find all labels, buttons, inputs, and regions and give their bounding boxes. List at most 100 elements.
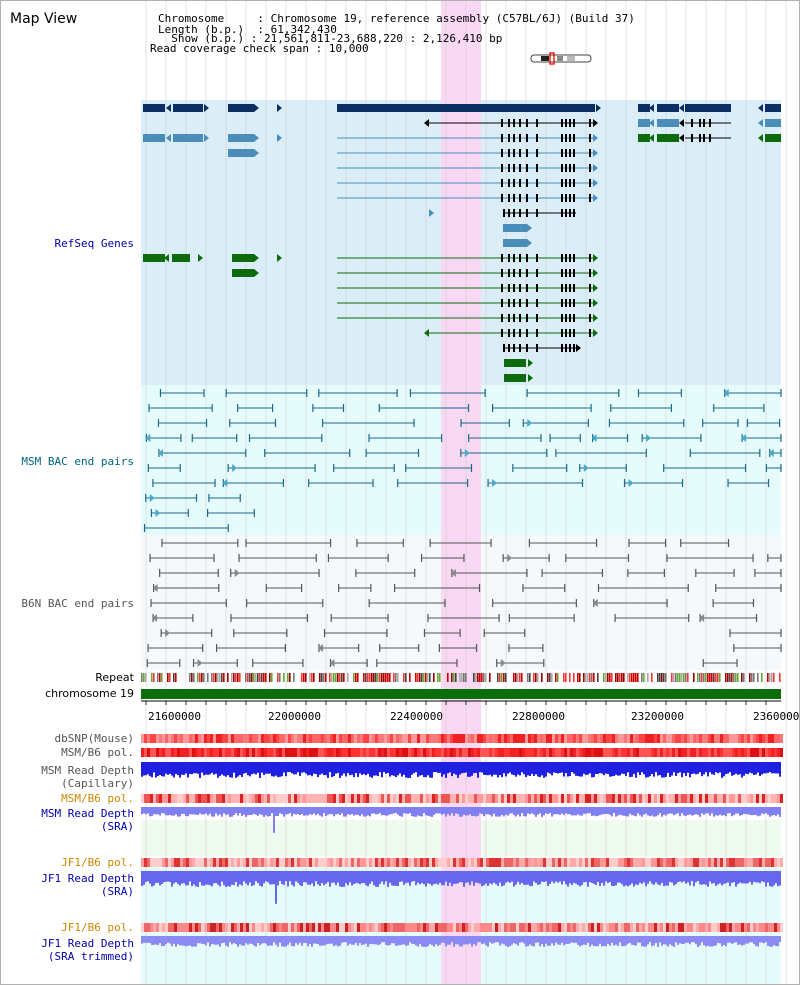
track-label-msm-bac[interactable]: MSM BAC end pairs [21, 455, 134, 468]
jf1-pol2-heat-cell [585, 923, 588, 932]
jf1-sra-depth-bar [373, 871, 375, 886]
msm-b6-pol-heat-cell [531, 748, 534, 757]
dbsnp-heat-cell [294, 734, 297, 743]
strand-arrow [628, 479, 634, 487]
jf1-sra-depth-bar [529, 871, 531, 886]
repeat-mark [665, 673, 667, 682]
dbsnp-heat-cell [756, 734, 759, 743]
jf1-trimmed-depth-bar [641, 936, 643, 947]
jf1-trimmed-depth-bar [345, 936, 347, 943]
strand-arrow [596, 104, 601, 112]
msm-capillary-depth-bar [249, 762, 251, 777]
jf1-pol-heat-cell [597, 858, 600, 867]
msm-b6-pol2-heat-cell [645, 794, 648, 803]
msm-sra-depth-bar [435, 807, 437, 814]
repeat-mark [287, 673, 289, 682]
dbsnp-heat-cell [537, 734, 540, 743]
jf1-sra-depth-bar [325, 871, 327, 884]
track-label-refseq-genes[interactable]: RefSeq Genes [54, 237, 134, 250]
jf1-pol-heat-cell [237, 858, 240, 867]
msm-capillary-depth-bar [491, 762, 493, 777]
dbsnp-heat-cell [528, 734, 531, 743]
repeat-mark [687, 673, 689, 682]
msm-sra-depth-bar [281, 807, 283, 815]
msm-sra-depth-bar [279, 807, 281, 814]
exon-mark [519, 209, 521, 217]
track-label-b6n-bac[interactable]: B6N BAC end pairs [21, 597, 134, 610]
repeat-mark [629, 673, 631, 682]
jf1-trimmed-depth-bar [701, 936, 703, 943]
msm-b6-pol2-heat-cell [333, 794, 336, 803]
msm-b6-pol2-heat-cell [687, 794, 690, 803]
msm-sra-depth-bar [739, 807, 741, 816]
msm-sra-depth-bar [775, 807, 777, 816]
jf1-trimmed-depth-bar [285, 936, 287, 947]
msm-capillary-depth-bar [773, 762, 775, 774]
jf1-trimmed-depth-bar [209, 936, 211, 947]
msm-b6-pol2-heat-cell [657, 794, 660, 803]
exon-mark [561, 134, 563, 142]
jf1-pol-heat-cell [252, 858, 255, 867]
msm-capillary-depth-bar [581, 762, 583, 777]
msm-b6-pol2-heat-cell [474, 794, 477, 803]
jf1-sra-depth-bar [295, 871, 297, 882]
jf1-pol-heat-cell [594, 858, 597, 867]
jf1-trimmed-depth-bar [687, 936, 689, 943]
msm-b6-pol2-heat-cell [780, 794, 783, 803]
jf1-trimmed-depth-bar [531, 936, 533, 946]
jf1-sra-depth-bar [517, 871, 519, 882]
exon-mark [589, 179, 591, 187]
jf1-pol-heat-cell [327, 858, 330, 867]
msm-b6-pol-heat-cell [324, 748, 327, 757]
exon-mark [508, 179, 510, 187]
msm-sra-depth-bar [617, 807, 619, 816]
jf1-sra-depth-bar [221, 871, 223, 882]
jf1-sra-depth-bar [649, 871, 651, 882]
strand-arrow [232, 464, 238, 472]
jf1-trimmed-depth-bar [385, 936, 387, 945]
exon-mark [513, 119, 515, 127]
dbsnp-heat-cell [273, 734, 276, 743]
jf1-trimmed-depth-bar [205, 936, 207, 946]
msm-sra-depth-bar [321, 807, 323, 817]
msm-b6-pol-heat-cell [336, 748, 339, 757]
msm-sra-depth-bar [573, 807, 575, 816]
jf1-sra-depth-bar [267, 871, 269, 883]
jf1-sra-depth-bar [309, 871, 311, 885]
msm-b6-pol2-heat-cell [663, 794, 666, 803]
msm-capillary-depth-bar [747, 762, 749, 775]
msm-capillary-depth-bar [473, 762, 475, 774]
msm-b6-pol2-heat-cell [249, 794, 252, 803]
msm-b6-pol2-heat-cell [267, 794, 270, 803]
jf1-sra-depth-bar [663, 871, 665, 887]
repeat-mark [357, 673, 359, 682]
msm-b6-pol-heat-cell [780, 748, 783, 757]
repeat-mark [343, 673, 345, 682]
msm-b6-pol-heat-cell [465, 748, 468, 757]
exon-mark [703, 119, 705, 127]
exon-mark [589, 134, 591, 142]
repeat-mark [741, 673, 743, 682]
jf1-sra-depth-bar [545, 871, 547, 882]
msm-b6-pol-heat-cell [429, 748, 432, 757]
repeat-mark [323, 673, 325, 682]
jf1-pol2-heat-cell [567, 923, 570, 932]
jf1-sra-depth-bar [369, 871, 371, 884]
jf1-pol-heat-cell [759, 858, 762, 867]
strand-arrow [593, 299, 598, 307]
jf1-pol2-heat-cell [318, 923, 321, 932]
gene-exon [657, 134, 679, 142]
msm-capillary-depth-bar [141, 762, 143, 777]
jf1-pol-heat-cell [246, 858, 249, 867]
msm-capillary-depth-bar [243, 762, 245, 774]
jf1-sra-depth-bar [141, 871, 143, 886]
jf1-pol2-heat-cell [630, 923, 633, 932]
msm-capillary-depth-bar [509, 762, 511, 773]
msm-sra-depth-bar [305, 807, 307, 816]
dbsnp-heat-cell [381, 734, 384, 743]
jf1-sra-depth-bar [525, 871, 527, 885]
msm-capillary-depth-bar [153, 762, 155, 773]
repeat-mark [697, 673, 699, 682]
repeat-mark [415, 673, 417, 682]
